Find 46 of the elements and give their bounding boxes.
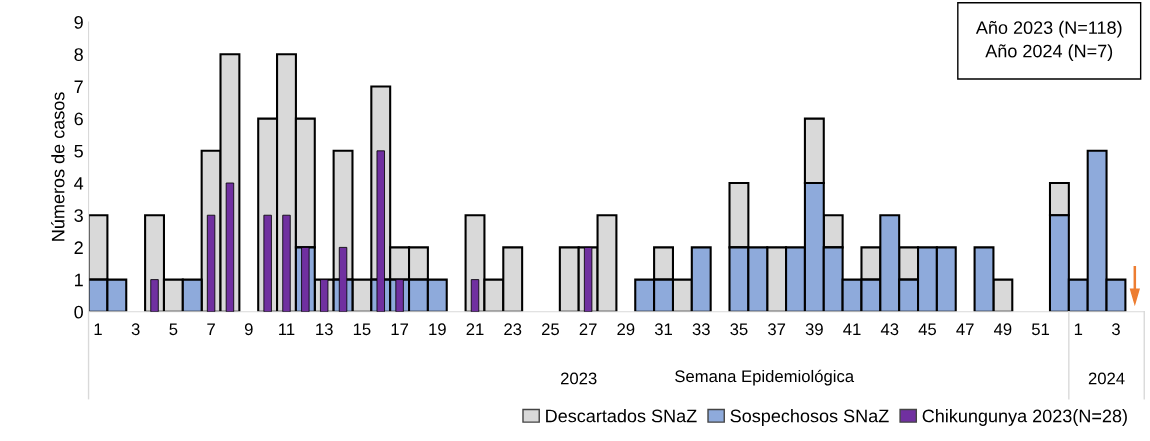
x-tick-label: 21 (466, 323, 484, 335)
x-tick-label: 23 (504, 323, 522, 336)
y-axis-title: Números de casos (51, 92, 65, 241)
x-tick-label: 29 (617, 323, 635, 336)
y-tick-label: 6 (74, 112, 83, 126)
x-tick-label: 43 (880, 323, 899, 336)
x-axis-title: Semana Epidemiológica (675, 369, 855, 386)
y-tick-label: 8 (74, 48, 83, 61)
x-tick-label: 19 (429, 323, 446, 336)
legend-label: Sospechosos SNaZ (730, 409, 889, 426)
x-tick-label: 27 (579, 323, 597, 335)
legend-label: Descartados SNaZ (546, 409, 697, 423)
x-tick-label: 35 (730, 323, 748, 336)
y-tick-label: 7 (74, 80, 83, 93)
text: 2024 (1088, 372, 1125, 385)
x-tick-label: 37 (768, 323, 786, 336)
y-tick-label: 5 (74, 144, 83, 158)
x-tick-label: 33 (692, 323, 710, 336)
x-tick-label: 3 (1111, 323, 1120, 336)
x-tick-label: 1 (1074, 323, 1083, 335)
x-tick-label: 47 (956, 323, 974, 335)
x-tick-label: 45 (918, 323, 937, 336)
x-tick-label: 15 (353, 323, 371, 336)
legend-label: Chikungunya 2023(N=28) (922, 409, 1127, 426)
x-tick-label: 31 (654, 323, 672, 336)
y-tick-label: 4 (74, 177, 84, 190)
y-tick-label: 0 (74, 305, 83, 319)
x-tick-label: 11 (279, 323, 295, 335)
x-tick-label: 39 (805, 323, 823, 336)
x-tick-label: 1 (94, 323, 102, 335)
annotation: Año 2023 (N=118) Año 2024 (N=7) (975, 20, 1122, 61)
x-tick-label: 17 (391, 323, 409, 335)
y-tick-label: 2 (74, 241, 83, 254)
x-tick-label: 3 (131, 323, 140, 336)
y-tick-label: 1 (75, 273, 83, 287)
x-tick-label: 5 (169, 323, 178, 336)
x-tick-label: 51 (1031, 323, 1050, 336)
x-tick-label: 25 (541, 323, 559, 336)
x-tick-label: 13 (316, 323, 333, 336)
x-tick-label: 41 (843, 323, 861, 335)
x-tick-label: 9 (244, 323, 253, 336)
y-tick-label: 9 (74, 15, 83, 29)
x-tick-label: 7 (207, 323, 215, 335)
y-tick-label: 3 (74, 209, 83, 222)
text: 2023 (561, 372, 597, 385)
x-tick-label: 49 (993, 323, 1012, 336)
